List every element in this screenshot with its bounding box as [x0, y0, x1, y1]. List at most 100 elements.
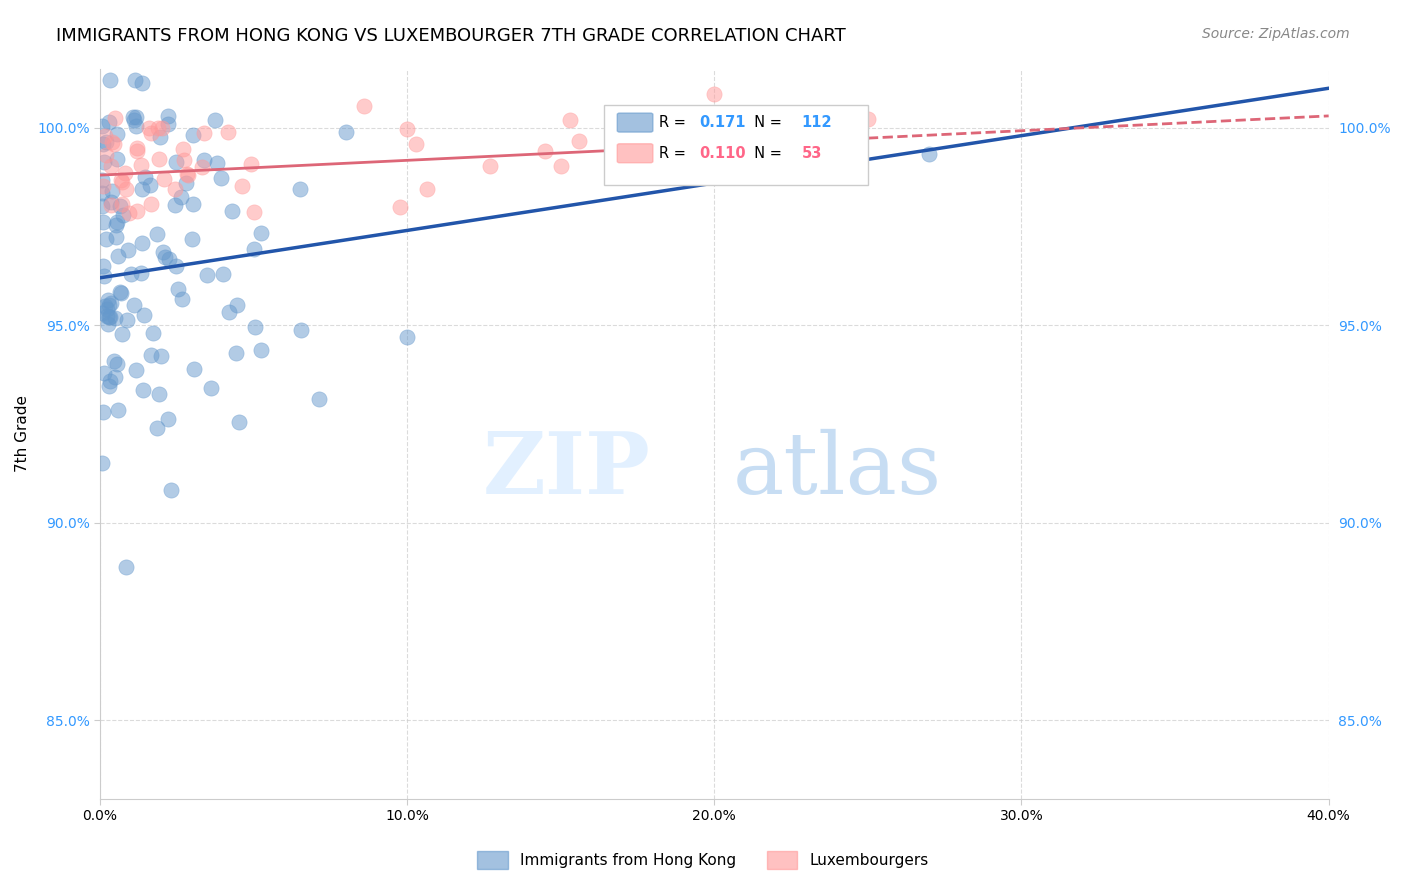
Point [153, 172, 176, 186]
Point [181, 197, 204, 211]
Point [193, 126, 215, 140]
Point [125, 363, 148, 377]
Point [122, 111, 145, 125]
Point [107, 403, 129, 417]
Text: Source: ZipAtlas.com: Source: ZipAtlas.com [1202, 27, 1350, 41]
Point [163, 198, 186, 212]
Point [141, 348, 163, 362]
Point [174, 176, 197, 190]
Point [127, 144, 149, 158]
Point [90, 119, 112, 133]
Point [180, 232, 202, 246]
FancyBboxPatch shape [617, 144, 652, 162]
Point [193, 153, 215, 167]
Point [396, 330, 419, 344]
Point [172, 142, 194, 156]
Point [103, 354, 125, 368]
Point [124, 73, 146, 87]
Point [181, 128, 204, 143]
Point [125, 141, 148, 155]
Point [93, 299, 115, 313]
Point [148, 121, 170, 136]
Text: R =: R = [659, 145, 690, 161]
Point [172, 293, 194, 307]
Point [110, 285, 132, 300]
Point [103, 369, 125, 384]
Point [647, 161, 669, 176]
Point [97, 379, 120, 393]
Point [396, 122, 419, 136]
Point [100, 159, 122, 173]
Point [104, 219, 127, 233]
Point [91, 259, 114, 273]
Point [100, 194, 122, 209]
Point [91, 456, 114, 470]
Point [308, 392, 330, 407]
Point [134, 170, 156, 185]
Point [250, 343, 273, 358]
Point [91, 178, 114, 193]
Point [918, 146, 941, 161]
Text: N =: N = [745, 115, 786, 130]
Point [114, 167, 136, 181]
FancyBboxPatch shape [603, 105, 868, 186]
Point [204, 112, 226, 127]
Point [225, 346, 247, 360]
Point [145, 421, 167, 435]
Point [779, 135, 801, 149]
Point [125, 110, 148, 124]
Point [856, 112, 879, 127]
Point [221, 203, 243, 218]
Text: atlas: atlas [733, 429, 942, 512]
Point [148, 152, 170, 166]
Point [96, 309, 118, 323]
Point [105, 152, 128, 166]
Point [145, 227, 167, 242]
Point [335, 125, 357, 139]
Point [149, 129, 172, 144]
Text: 112: 112 [801, 115, 832, 130]
Point [125, 204, 148, 219]
Point [139, 178, 162, 192]
Point [165, 155, 187, 169]
Point [568, 134, 591, 148]
Point [132, 383, 155, 397]
Point [131, 267, 153, 281]
Point [160, 483, 183, 498]
Text: N =: N = [745, 145, 786, 161]
Point [416, 182, 439, 196]
Point [150, 121, 173, 136]
Text: 53: 53 [801, 145, 823, 161]
Point [558, 112, 581, 127]
Point [90, 186, 112, 200]
Point [157, 411, 180, 425]
Point [177, 169, 200, 183]
Point [105, 215, 128, 229]
Point [121, 267, 143, 281]
Point [111, 208, 134, 222]
Point [131, 159, 153, 173]
Point [93, 128, 115, 143]
Point [91, 136, 114, 151]
Point [533, 144, 555, 158]
FancyBboxPatch shape [617, 113, 652, 132]
Text: 0.110: 0.110 [700, 145, 747, 161]
Point [240, 157, 263, 171]
Point [713, 167, 735, 181]
Point [176, 167, 198, 181]
Point [110, 199, 132, 213]
Point [111, 197, 134, 211]
Point [231, 179, 253, 194]
Point [94, 136, 117, 150]
Point [93, 366, 115, 380]
Point [226, 297, 249, 311]
Point [290, 323, 312, 337]
Point [98, 310, 121, 324]
Point [242, 243, 264, 257]
Point [157, 110, 180, 124]
Point [138, 121, 160, 136]
Point [122, 112, 145, 127]
Point [100, 184, 122, 198]
Point [100, 197, 122, 211]
Point [110, 326, 132, 341]
